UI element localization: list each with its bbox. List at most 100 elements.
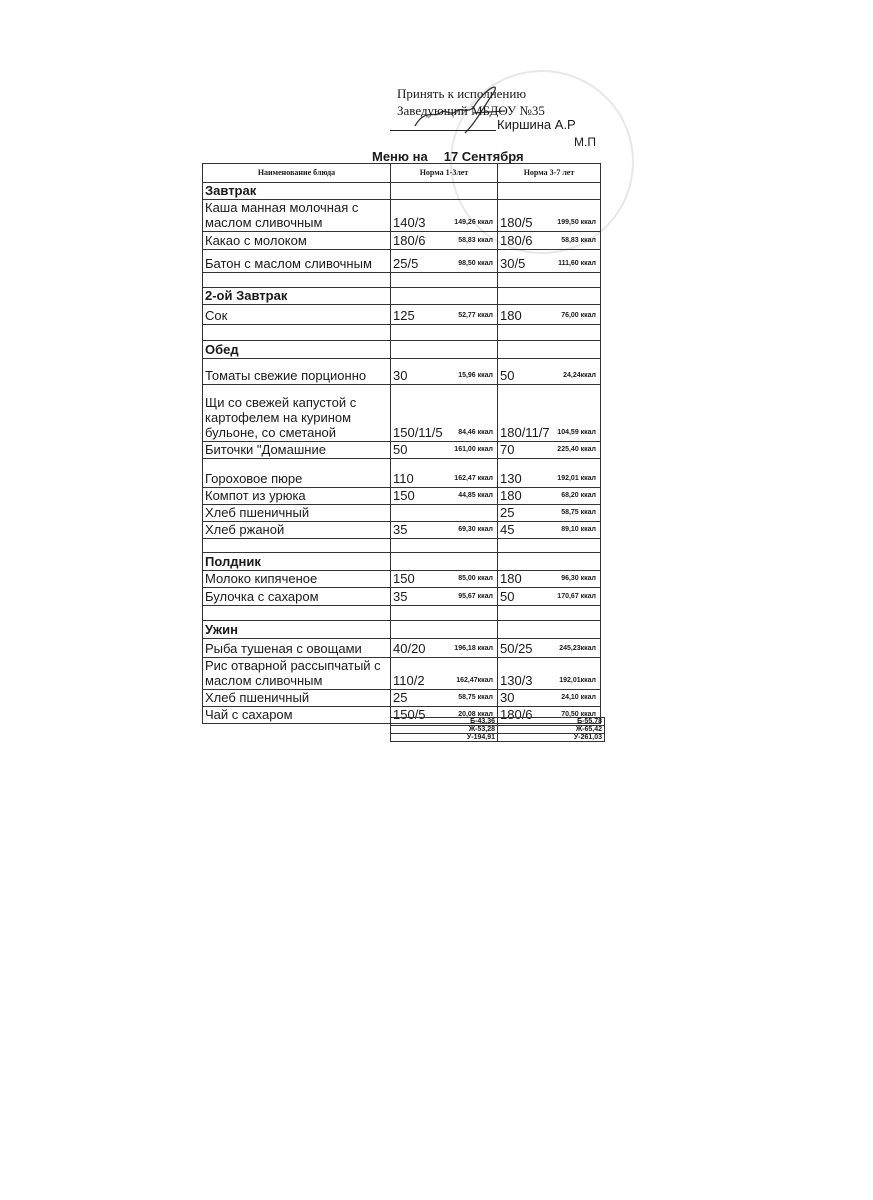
kcal-1-3: 58,75 ккал <box>458 694 493 701</box>
portion-1-3: 110/2 <box>393 673 425 688</box>
norm-3-7-cell: 130/3 192,01ккал <box>497 657 601 690</box>
empty-cell <box>202 538 391 553</box>
dish-name: Хлеб пшеничный <box>202 504 391 522</box>
dish-row: Гороховое пюре 110 162,47 ккал 130 192,01 … <box>202 458 601 488</box>
portion-1-3: 125 <box>393 308 415 323</box>
section-title: Обед <box>202 340 391 359</box>
norm-1-3-cell: 50 161,00 ккал <box>390 441 498 459</box>
dish-row: Рыба тушеная с овощами 40/20 196,18 ккал … <box>202 638 601 658</box>
total-1-3: Б-43,36 <box>390 717 498 726</box>
totals-row: У-194,91 У-261,03 <box>390 733 605 742</box>
kcal-1-3: 69,30 ккал <box>458 526 493 533</box>
norm-3-7-cell: 25 58,75 ккал <box>497 504 601 522</box>
director-title: Заведующий МБДОУ №35 <box>397 103 545 118</box>
portion-3-7: 25 <box>500 505 515 521</box>
section-title: Полдник <box>202 552 391 571</box>
norm-3-7-cell: 180/6 58,83 ккал <box>497 231 601 250</box>
totals-row: Б-43,36 Б-55,78 <box>390 717 605 726</box>
director-name: Киршина А.Р <box>497 117 576 132</box>
norm-1-3-cell: 25 58,75 ккал <box>390 689 498 707</box>
empty-row <box>202 605 601 621</box>
portion-3-7: 180/6 <box>500 233 533 248</box>
norm-3-7-cell: 180 96,30 ккал <box>497 570 601 588</box>
dish-row: Биточки "Домашние 50 161,00 ккал 70 225,40… <box>202 441 601 459</box>
kcal-1-3: 162,47ккал <box>456 677 493 684</box>
dish-row: Хлеб пшеничный 25 58,75 ккал <box>202 504 601 522</box>
norm-3-7-cell: 180 68,20 ккал <box>497 487 601 505</box>
dish-name: Щи со свежей капустой с картофелем на ку… <box>202 384 391 442</box>
kcal-1-3: 84,46 ккал <box>458 429 493 436</box>
total-3-7: У-261,03 <box>497 733 605 742</box>
portion-1-3: 110 <box>393 471 414 486</box>
title-date: 17 Сентября <box>443 149 524 164</box>
menu-table: Наименование блюда Норма 1-3лет Норма 3-… <box>202 163 601 724</box>
portion-3-7: 180 <box>500 308 522 323</box>
kcal-3-7: 104,59 ккал <box>557 429 596 436</box>
empty-cell <box>390 340 498 359</box>
kcal-3-7: 225,40 ккал <box>557 446 596 453</box>
kcal-3-7: 96,30 ккал <box>561 575 596 582</box>
portion-1-3: 180/6 <box>393 233 426 248</box>
empty-cell <box>390 552 498 571</box>
dish-name: Компот из урюка <box>202 487 391 505</box>
total-1-3: Ж-53,28 <box>390 725 498 734</box>
norm-3-7-cell: 50 24,24ккал <box>497 358 601 385</box>
dish-row: Какао с молоком 180/6 58,83 ккал 180/6 58,… <box>202 231 601 250</box>
kcal-1-3: 95,67 ккал <box>458 593 493 600</box>
portion-3-7: 45 <box>500 522 515 538</box>
dish-row: Каша манная молочная с маслом сливочным … <box>202 199 601 232</box>
portion-1-3: 150 <box>393 571 415 587</box>
norm-1-3-cell: 40/20 196,18 ккал <box>390 638 498 658</box>
header-row: Наименование блюда Норма 1-3лет Норма 3-… <box>202 163 601 183</box>
empty-cell <box>390 287 498 305</box>
kcal-1-3: 162,47 ккал <box>454 475 493 482</box>
section-title: Завтрак <box>202 182 391 200</box>
kcal-3-7: 76,00 ккал <box>561 312 596 319</box>
dish-row: Хлеб пшеничный 25 58,75 ккал 30 24,10 ккал <box>202 689 601 707</box>
portion-1-3: 150/11/5 <box>393 425 443 440</box>
kcal-1-3: 85,00 ккал <box>458 575 493 582</box>
empty-cell <box>202 272 391 288</box>
empty-cell <box>202 324 391 341</box>
portion-3-7: 180 <box>500 488 522 504</box>
norm-1-3-cell: 150/11/5 84,46 ккал <box>390 384 498 442</box>
dish-name: Биточки "Домашние <box>202 441 391 459</box>
portion-1-3: 40/20 <box>393 641 426 656</box>
dish-name: Батон с маслом сливочным <box>202 249 391 273</box>
dish-name: Хлеб ржаной <box>202 521 391 539</box>
portion-3-7: 30/5 <box>500 256 526 271</box>
dish-name: Булочка с сахаром <box>202 587 391 606</box>
header-norm-3-7: Норма 3-7 лет <box>497 163 601 183</box>
kcal-1-3: 20,08 ккал <box>458 711 493 718</box>
dish-row: Щи со свежей капустой с картофелем на ку… <box>202 384 601 442</box>
norm-1-3-cell: 180/6 58,83 ккал <box>390 231 498 250</box>
empty-cell <box>497 620 601 639</box>
dish-name: Томаты свежие порционно <box>202 358 391 385</box>
empty-row <box>202 538 601 553</box>
header-norm-1-3: Норма 1-3лет <box>390 163 498 183</box>
dish-name: Рыба тушеная с овощами <box>202 638 391 658</box>
dish-row: Булочка с сахаром 35 95,67 ккал 50 170,67 … <box>202 587 601 606</box>
norm-3-7-cell: 50 170,67 ккал <box>497 587 601 606</box>
portion-1-3: 35 <box>393 589 408 604</box>
kcal-3-7: 89,10 ккал <box>561 526 596 533</box>
norm-1-3-cell: 110 162,47 ккал <box>390 458 498 488</box>
approval-block: Принять к исполнению Заведующий МБДОУ №3… <box>397 85 545 119</box>
kcal-3-7: 58,83 ккал <box>561 237 596 244</box>
norm-1-3-cell: 30 15,96 ккал <box>390 358 498 385</box>
portion-3-7: 130 <box>500 471 522 486</box>
kcal-3-7: 192,01ккал <box>559 677 596 684</box>
norm-3-7-cell: 180/11/7 104,59 ккал <box>497 384 601 442</box>
norm-1-3-cell: 125 52,77 ккал <box>390 304 498 325</box>
total-3-7: Б-55,78 <box>497 717 605 726</box>
norm-3-7-cell: 180 76,00 ккал <box>497 304 601 325</box>
norm-1-3-cell: 110/2 162,47ккал <box>390 657 498 690</box>
kcal-1-3: 52,77 ккал <box>458 312 493 319</box>
dish-row: Молоко кипяченое 150 85,00 ккал 180 96,30 … <box>202 570 601 588</box>
empty-cell <box>390 605 498 621</box>
norm-1-3-cell: 35 69,30 ккал <box>390 521 498 539</box>
norm-1-3-cell: 150 44,85 ккал <box>390 487 498 505</box>
empty-cell <box>390 620 498 639</box>
kcal-3-7: 245,23ккал <box>559 645 596 652</box>
empty-cell <box>390 182 498 200</box>
